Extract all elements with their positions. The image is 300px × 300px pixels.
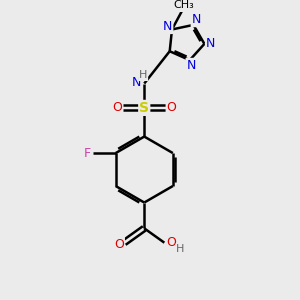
Text: N: N — [163, 20, 172, 33]
Text: H: H — [139, 70, 148, 80]
Text: H: H — [176, 244, 184, 254]
Text: F: F — [84, 147, 91, 160]
Text: N: N — [131, 76, 141, 88]
Text: O: O — [167, 236, 176, 249]
Text: S: S — [139, 101, 149, 115]
Text: O: O — [112, 101, 122, 114]
Text: CH₃: CH₃ — [173, 0, 194, 10]
Text: N: N — [192, 13, 201, 26]
Text: O: O — [167, 101, 176, 114]
Text: O: O — [114, 238, 124, 250]
Text: N: N — [187, 59, 196, 72]
Text: N: N — [206, 38, 215, 50]
